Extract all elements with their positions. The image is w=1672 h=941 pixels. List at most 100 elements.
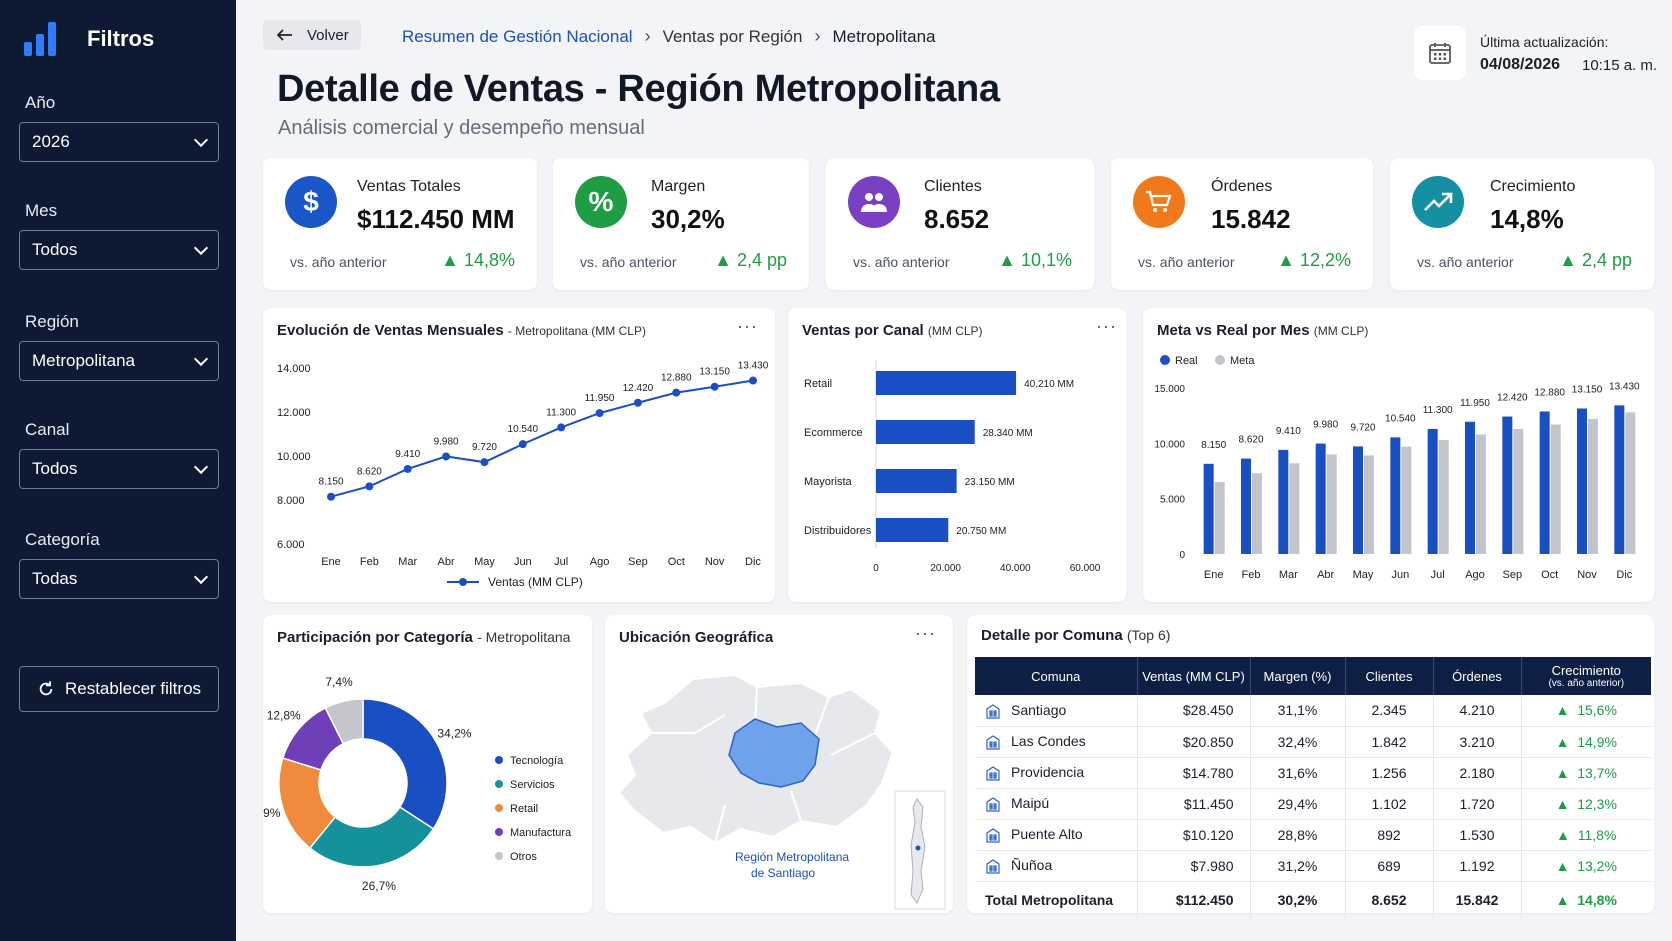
data-label: 9.720 xyxy=(1350,422,1375,433)
month-select[interactable]: Todos xyxy=(19,230,219,270)
panel-title: Evolución de Ventas Mensuales - Metropol… xyxy=(277,322,646,339)
bar-real xyxy=(1278,449,1289,554)
x-tick-label: Sep xyxy=(628,556,648,568)
kpi-delta-value: 10,1% xyxy=(1020,250,1072,270)
back-button[interactable]: Volver xyxy=(263,20,361,50)
bar-meta xyxy=(1438,440,1449,554)
x-tick-label: Jul xyxy=(1431,569,1445,581)
kpi-delta-value: 14,8% xyxy=(463,250,515,270)
col-header-margen[interactable]: Margen (%) xyxy=(1250,657,1346,695)
data-label: 9.980 xyxy=(434,436,459,447)
bar xyxy=(876,420,975,444)
table-row[interactable]: Maipú $11.450 29,4% 1.102 1.720 ▲ 12,3% xyxy=(975,788,1651,820)
y-tick-label: 8.000 xyxy=(277,495,305,507)
reset-filters-button[interactable]: Restablecer filtros xyxy=(19,666,219,712)
data-point xyxy=(327,492,335,501)
data-label: 9.410 xyxy=(395,449,420,460)
region-map[interactable]: Región Metropolitana de Santiago xyxy=(605,615,953,913)
cell-comuna: Maipú xyxy=(975,788,1138,820)
kpi-card-clients: Clientes 8.652 vs. año anterior ▲ 10,1% xyxy=(826,158,1094,290)
x-tick-label: Jul xyxy=(554,556,568,568)
slice-label: 26,7% xyxy=(362,879,396,893)
table-row[interactable]: Las Condes $20.850 32,4% 1.842 3.210 ▲ 14,9% xyxy=(975,726,1651,758)
cell-crecimiento-text: 13,7% xyxy=(1577,764,1617,781)
category-select[interactable]: Todas xyxy=(19,559,219,599)
legend-marker xyxy=(459,578,467,586)
col-header-ordenes[interactable]: Órdenes xyxy=(1433,657,1522,695)
building-icon xyxy=(986,704,1000,719)
x-tick-label: Abr xyxy=(1317,569,1334,581)
table-row[interactable]: Providencia $14.780 31,6% 1.256 2.180 ▲ 13,7% xyxy=(975,757,1651,789)
panel-title-text: Evolución de Ventas Mensuales xyxy=(277,322,504,339)
kpi-compare: vs. año anterior xyxy=(1417,254,1514,270)
map-region-label: de Santiago xyxy=(751,866,815,880)
legend-label-real: Real xyxy=(1175,355,1198,367)
data-label: 12.420 xyxy=(1497,393,1528,404)
cell-margen: 31,1% xyxy=(1250,695,1346,727)
panel-subtitle: - Metropolitana (MM CLP) xyxy=(507,324,646,338)
cell-clientes: 892 xyxy=(1345,819,1434,851)
geo-location-panel: Ubicación Geográfica ··· Región Metropol… xyxy=(605,615,953,913)
kpi-value: 14,8% xyxy=(1490,204,1564,234)
category-select-value: Todas xyxy=(32,569,78,588)
y-tick-label: 10.000 xyxy=(277,451,311,463)
col-header-ventas[interactable]: Ventas (MM CLP) xyxy=(1137,657,1251,695)
bar-meta xyxy=(1252,473,1262,554)
cell-comuna: Las Condes xyxy=(975,726,1138,758)
table-row[interactable]: Puente Alto $10.120 28,8% 892 1.530 ▲ 11,8% xyxy=(975,819,1651,851)
data-label: 12.880 xyxy=(1534,387,1565,398)
cell-crecimiento-text: 15,6% xyxy=(1577,702,1617,719)
cell-comuna: Santiago xyxy=(975,695,1138,727)
data-label: 9.980 xyxy=(1313,420,1338,431)
building-icon xyxy=(986,859,1000,874)
chevron-down-icon xyxy=(193,351,209,366)
bar-meta xyxy=(1401,446,1412,554)
cell-margen: 31,2% xyxy=(1250,850,1346,882)
data-point xyxy=(633,398,642,407)
users-icon xyxy=(848,176,900,228)
col-header-crecimiento[interactable]: Crecimiento (vs. año anterior) xyxy=(1521,657,1651,695)
panel-title: Ventas por Canal (MM CLP) xyxy=(802,322,983,339)
table-row[interactable]: Ñuñoa $7.980 31,2% 689 1.192 ▲ 13,2% xyxy=(975,850,1651,882)
data-point xyxy=(595,409,604,418)
col-header-crecimiento-sub: (vs. año anterior) xyxy=(1548,678,1625,689)
page-title: Detalle de Ventas - Región Metropolitana xyxy=(277,68,1000,110)
triangle-up-icon: ▲ xyxy=(441,250,464,270)
panel-subtitle: (MM CLP) xyxy=(927,324,983,338)
kpi-delta-value: 2,4 pp xyxy=(736,250,787,270)
x-tick-label: Nov xyxy=(1577,569,1597,581)
category-label: Ecommerce xyxy=(804,427,863,439)
x-tick-label: Ene xyxy=(1204,569,1224,581)
line-chart: 6.000 8.000 10.000 12.000 14.000 Ene Feb Mar Abr… xyxy=(277,361,769,589)
comuna-detail-panel: Detalle por Comuna (Top 6) Comuna Ventas… xyxy=(967,615,1654,919)
more-options-icon[interactable]: ··· xyxy=(1096,316,1117,336)
panel-title: Ubicación Geográfica xyxy=(619,629,774,646)
year-select[interactable]: 2026 xyxy=(19,122,219,162)
calendar-icon xyxy=(1414,26,1466,80)
region-select[interactable]: Metropolitana xyxy=(19,341,219,381)
y-tick-label: 15.000 xyxy=(1154,384,1185,395)
col-header-comuna[interactable]: Comuna xyxy=(975,657,1138,695)
x-tick-label: Mar xyxy=(398,556,417,568)
target-vs-actual-panel: Meta vs Real por Mes (MM CLP) 0 5.000 10.0… xyxy=(1143,308,1654,602)
x-tick-label: Dic xyxy=(1616,569,1632,581)
bar-meta xyxy=(1326,454,1337,554)
bar-real xyxy=(1465,421,1475,554)
y-tick-label: 0 xyxy=(1179,550,1185,561)
bar-real xyxy=(1577,408,1587,554)
table-row[interactable]: Santiago $28.450 31,1% 2.345 4.210 ▲ 15,6% xyxy=(975,695,1651,727)
col-header-clientes[interactable]: Clientes xyxy=(1345,657,1434,695)
triangle-up-icon: ▲ xyxy=(1559,250,1582,270)
breadcrumb-region[interactable]: Ventas por Región xyxy=(662,26,803,46)
x-tick-label: 40.000 xyxy=(1000,563,1031,574)
breadcrumb-national[interactable]: Resumen de Gestión Nacional xyxy=(402,26,633,46)
more-options-icon[interactable]: ··· xyxy=(915,623,936,643)
channel-select[interactable]: Todos xyxy=(19,449,219,489)
panel-title-text: Ventas por Canal xyxy=(802,322,924,339)
cell-margen: 29,4% xyxy=(1250,788,1346,820)
kpi-label: Ventas Totales xyxy=(357,178,461,195)
cell-ordenes: 2.180 xyxy=(1433,757,1522,789)
cell-total-ordenes: 15.842 xyxy=(1433,881,1522,919)
more-options-icon[interactable]: ··· xyxy=(737,316,758,336)
data-label: 11.950 xyxy=(1460,398,1490,409)
